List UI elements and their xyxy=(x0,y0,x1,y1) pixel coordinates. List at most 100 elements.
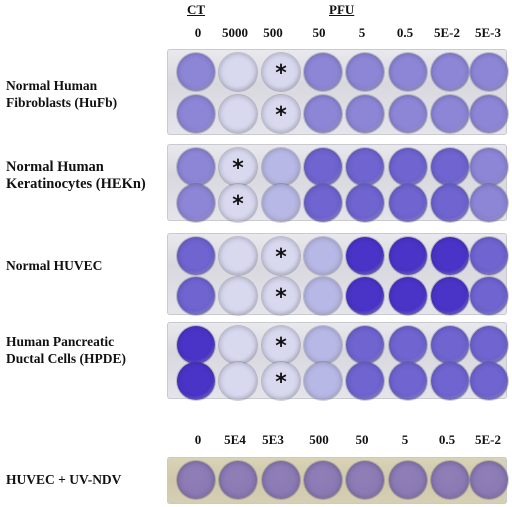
well xyxy=(431,237,469,275)
well xyxy=(304,461,342,499)
bottom-col-label: 500 xyxy=(309,432,329,447)
well xyxy=(262,362,300,400)
well xyxy=(177,237,215,275)
well xyxy=(431,362,469,400)
well xyxy=(431,461,469,499)
top-col-label: 50 xyxy=(312,25,326,40)
pfu-header: PFU xyxy=(329,2,355,17)
well xyxy=(304,148,342,186)
well xyxy=(262,95,300,133)
well xyxy=(346,184,384,222)
well xyxy=(219,53,257,91)
well xyxy=(346,237,384,275)
bottom-col-label: 0 xyxy=(194,432,202,447)
well xyxy=(177,277,215,315)
well xyxy=(431,277,469,315)
well xyxy=(304,277,342,315)
well xyxy=(431,148,469,186)
bottom-col-label: 5 xyxy=(401,432,409,447)
well xyxy=(346,148,384,186)
well xyxy=(470,277,508,315)
well xyxy=(219,184,257,222)
top-col-label: 500 xyxy=(263,25,283,40)
well xyxy=(262,53,300,91)
well xyxy=(304,326,342,364)
well xyxy=(431,326,469,364)
well xyxy=(219,148,257,186)
asterisk-marker: * xyxy=(232,156,244,181)
row-label-line: Normal HUVEC xyxy=(6,258,103,273)
well xyxy=(389,362,427,400)
well xyxy=(346,362,384,400)
asterisk-marker: * xyxy=(275,370,287,395)
well xyxy=(470,362,508,400)
row-label-line: Ductal Cells (HPDE) xyxy=(6,351,126,366)
bottom-col-label: 5E-2 xyxy=(475,432,501,447)
row-label-hpde: Human Pancreatic Ductal Cells (HPDE) xyxy=(6,333,126,367)
well xyxy=(262,461,300,499)
well xyxy=(431,184,469,222)
row-label-hufb: Normal Human Fibroblasts (HuFb) xyxy=(6,77,117,111)
bottom-col-label: 0.5 xyxy=(438,432,456,447)
well xyxy=(219,362,257,400)
well xyxy=(262,326,300,364)
well xyxy=(262,184,300,222)
asterisk-marker: * xyxy=(275,285,287,310)
well xyxy=(389,95,427,133)
top-col-label: 0.5 xyxy=(396,25,414,40)
well xyxy=(470,184,508,222)
well xyxy=(346,461,384,499)
well xyxy=(304,362,342,400)
well xyxy=(389,53,427,91)
plate-hpde: * * xyxy=(167,322,508,400)
well xyxy=(389,461,427,499)
plate-hekn: * * xyxy=(167,144,508,222)
asterisk-marker: * xyxy=(275,245,287,270)
well xyxy=(389,237,427,275)
well xyxy=(346,53,384,91)
bottom-col-label: 50 xyxy=(355,432,369,447)
bottom-col-label: 5E4 xyxy=(224,432,246,447)
top-col-label: 0 xyxy=(194,25,202,40)
row-label-line: Normal Human xyxy=(6,78,98,93)
well xyxy=(219,95,257,133)
row-label-huvec-uv-ndv: HUVEC + UV-NDV xyxy=(6,471,121,488)
well xyxy=(304,53,342,91)
well xyxy=(431,53,469,91)
well xyxy=(389,148,427,186)
well xyxy=(346,95,384,133)
row-label-line: Keratinocytes (HEKn) xyxy=(6,176,146,192)
well xyxy=(470,148,508,186)
row-label-huvec: Normal HUVEC xyxy=(6,257,102,274)
well xyxy=(177,95,215,133)
well xyxy=(177,326,215,364)
well xyxy=(304,95,342,133)
well xyxy=(470,95,508,133)
top-col-label: 5E-2 xyxy=(434,25,460,40)
well xyxy=(262,148,300,186)
row-label-line: Human Pancreatic xyxy=(6,334,115,349)
ct-header: CT xyxy=(187,2,206,17)
well xyxy=(177,461,215,499)
top-col-label: 5 xyxy=(358,25,366,40)
well xyxy=(389,277,427,315)
well xyxy=(304,237,342,275)
well xyxy=(177,362,215,400)
well xyxy=(470,461,508,499)
bottom-col-label: 5E3 xyxy=(262,432,284,447)
asterisk-marker: * xyxy=(275,103,287,128)
well xyxy=(219,237,257,275)
row-label-hekn: Normal Human Keratinocytes (HEKn) xyxy=(6,159,146,193)
well xyxy=(219,461,257,499)
asterisk-marker: * xyxy=(275,61,287,86)
well xyxy=(219,326,257,364)
top-col-label: 5000 xyxy=(222,25,248,40)
well xyxy=(389,184,427,222)
asterisk-marker: * xyxy=(232,192,244,217)
top-col-label: 5E-3 xyxy=(475,25,501,40)
well xyxy=(219,277,257,315)
well xyxy=(262,237,300,275)
plate-huvec-uv-ndv xyxy=(167,457,508,504)
plate-hufb: * * xyxy=(167,49,508,135)
well xyxy=(346,326,384,364)
